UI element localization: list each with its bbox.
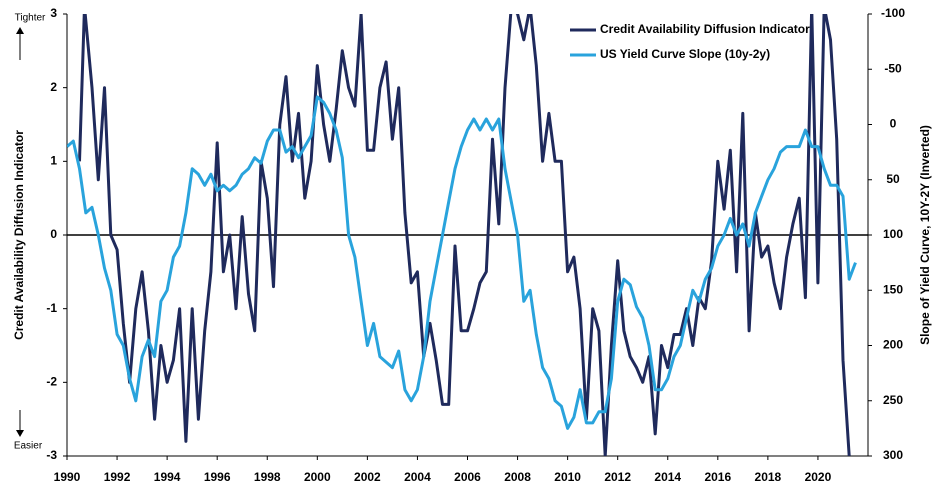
plot-area xyxy=(67,14,857,456)
x-tick-label: 1998 xyxy=(254,470,281,484)
x-tick-label: 2000 xyxy=(304,470,331,484)
x-tick-label: 2008 xyxy=(504,470,531,484)
arrow-down-head xyxy=(16,430,24,437)
y-tick-label: -3 xyxy=(46,448,57,462)
y-tick-label: 3 xyxy=(50,6,57,20)
bottom-note: Easier xyxy=(14,441,43,452)
arrow-up-head xyxy=(16,27,24,34)
y2-tick-label: 250 xyxy=(883,393,903,407)
x-tick-label: 1992 xyxy=(104,470,131,484)
x-tick-label: 2016 xyxy=(704,470,731,484)
y-tick-label: 2 xyxy=(50,80,57,94)
x-tick-label: 2014 xyxy=(654,470,681,484)
x-tick-label: 2002 xyxy=(354,470,381,484)
y2-tick-label: 150 xyxy=(883,282,903,296)
series-line xyxy=(67,95,857,430)
y2-tick-label: 200 xyxy=(883,338,903,352)
y2-tick-label: -100 xyxy=(881,6,905,20)
x-tick-label: 2018 xyxy=(755,470,782,484)
x-tick-label: 2004 xyxy=(404,470,431,484)
series-line xyxy=(78,14,851,456)
x-tick-label: 2010 xyxy=(554,470,581,484)
y2-tick-label: 0 xyxy=(890,117,897,131)
x-tick-label: 2020 xyxy=(805,470,832,484)
y-tick-label: -2 xyxy=(46,375,57,389)
y2-tick-label: 50 xyxy=(886,172,900,186)
legend-label: Credit Availability Diffusion Indicator xyxy=(600,22,810,36)
legend-label: US Yield Curve Slope (10y-2y) xyxy=(600,47,770,61)
y2-tick-label: 100 xyxy=(883,227,903,241)
x-tick-label: 1990 xyxy=(54,470,81,484)
top-note: Tighter xyxy=(15,13,46,24)
x-tick-label: 1996 xyxy=(204,470,231,484)
x-tick-label: 2006 xyxy=(454,470,481,484)
x-tick-label: 2012 xyxy=(604,470,631,484)
y2-axis-label: Slope of Yield Curve, 10Y-2Y (Inverted) xyxy=(918,125,932,345)
y-tick-label: -1 xyxy=(46,301,57,315)
y-tick-label: 1 xyxy=(50,154,57,168)
y2-tick-label: -50 xyxy=(884,61,902,75)
y-tick-label: 0 xyxy=(50,227,57,241)
x-tick-label: 1994 xyxy=(154,470,181,484)
y2-tick-label: 300 xyxy=(883,448,903,462)
y-axis-label: Credit Availability Diffusion Indicator xyxy=(12,130,26,340)
